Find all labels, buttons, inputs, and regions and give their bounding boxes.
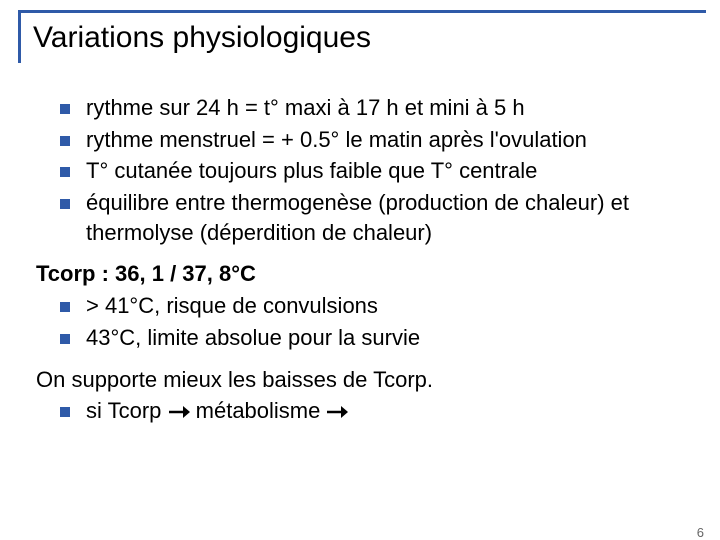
list-item: T° cutanée toujours plus faible que T° c… — [60, 156, 690, 186]
text-mid: métabolisme — [196, 398, 327, 423]
list-item: 43°C, limite absolue pour la survie — [60, 323, 690, 353]
arrow-right-icon — [326, 398, 348, 428]
section-label-baisses: On supporte mieux les baisses de Tcorp. — [36, 365, 690, 395]
title-rule: Variations physiologiques — [18, 10, 706, 63]
bullet-list-3: si Tcorp métabolisme — [60, 396, 690, 428]
arrow-right-icon — [168, 398, 190, 428]
page-number: 6 — [697, 525, 704, 540]
bullet-list-1: rythme sur 24 h = t° maxi à 17 h et mini… — [60, 93, 690, 247]
section-label-tcorp: Tcorp : 36, 1 / 37, 8°C — [36, 259, 690, 289]
slide-body: rythme sur 24 h = t° maxi à 17 h et mini… — [0, 71, 720, 428]
bullet-list-2: > 41°C, risque de convulsions 43°C, limi… — [60, 291, 690, 352]
slide-title: Variations physiologiques — [29, 21, 706, 55]
list-item: > 41°C, risque de convulsions — [60, 291, 690, 321]
list-item-arrows: si Tcorp métabolisme — [60, 396, 690, 428]
text-pre: si Tcorp — [86, 398, 168, 423]
slide: Variations physiologiques rythme sur 24 … — [0, 10, 720, 540]
list-item: équilibre entre thermogenèse (production… — [60, 188, 690, 247]
list-item: rythme sur 24 h = t° maxi à 17 h et mini… — [60, 93, 690, 123]
list-item: rythme menstruel = + 0.5° le matin après… — [60, 125, 690, 155]
